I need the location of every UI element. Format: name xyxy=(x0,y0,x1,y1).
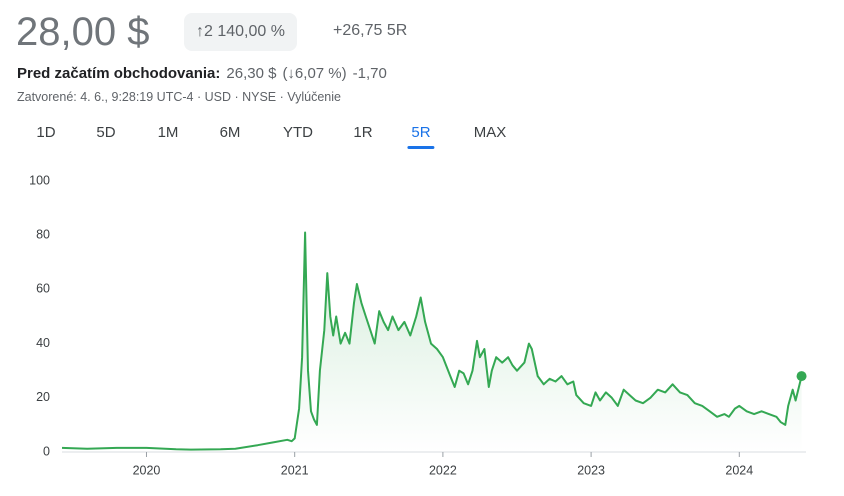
premarket-label: Pred začatím obchodovania: xyxy=(17,65,221,82)
last-point xyxy=(796,371,807,382)
range-tab[interactable]: MAX xyxy=(473,124,507,141)
y-tick-label: 40 xyxy=(36,336,50,350)
y-tick-label: 100 xyxy=(29,173,50,187)
chart: 0 20 40 60 80 100 2020 2021 2022 2023 2024 xyxy=(29,173,807,477)
range-tab[interactable]: YTD xyxy=(283,124,313,141)
y-tick-label: 20 xyxy=(36,390,50,404)
premarket-percent: (↓6,07 %) xyxy=(282,65,347,82)
range-tab[interactable]: 5R xyxy=(407,124,435,149)
premarket-change: -1,70 xyxy=(352,65,387,82)
range-tabs: 1D 5D 1M 6M YTD 1R 5R MAX xyxy=(0,120,540,149)
premarket-price: 26,30 $ xyxy=(226,65,277,82)
range-tab[interactable]: 6M xyxy=(219,124,241,141)
y-tick-label: 60 xyxy=(36,282,50,296)
range-tab[interactable]: 1R xyxy=(353,124,373,141)
price: 28,00 $ xyxy=(16,10,150,54)
percent-change-badge: ↑2 140,00 % xyxy=(184,13,297,51)
abs-change: +26,75 5R xyxy=(333,22,408,39)
price-line xyxy=(61,231,803,451)
range-tab[interactable]: 5D xyxy=(96,124,116,141)
y-tick-label: 80 xyxy=(36,227,50,241)
range-tab[interactable]: 1M xyxy=(157,124,179,141)
x-tick-label: 2024 xyxy=(725,463,753,477)
x-tick-label: 2023 xyxy=(577,463,605,477)
y-tick-label: 0 xyxy=(43,444,50,458)
x-tick-label: 2020 xyxy=(133,463,161,477)
premarket: Pred začatím obchodovania: 26,30 $ (↓6,07 … xyxy=(17,65,393,82)
range-tab[interactable]: 1D xyxy=(36,124,56,141)
x-tick-label: 2021 xyxy=(281,463,309,477)
market-info: Zatvorené: 4. 6., 9:28:19 UTC-4 · USD · … xyxy=(17,90,341,104)
area-fill xyxy=(62,232,802,452)
x-tick-label: 2022 xyxy=(429,463,457,477)
